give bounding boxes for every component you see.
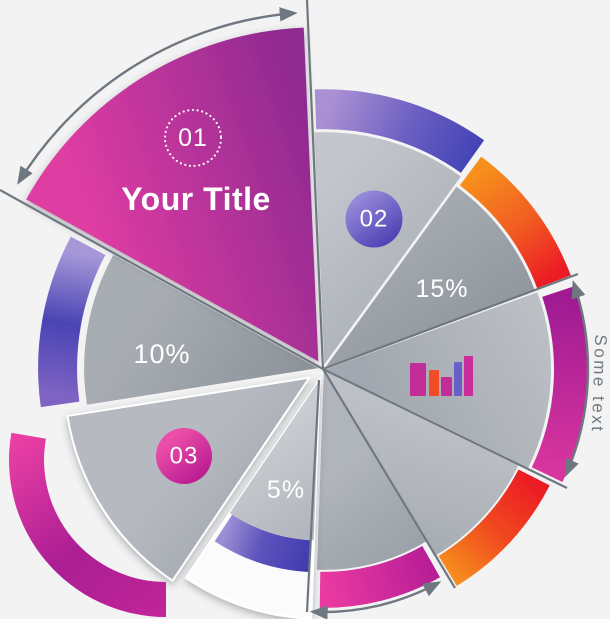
arrow-bottom	[309, 581, 442, 619]
slice-15-percent	[325, 186, 535, 368]
divider-line-lower-right	[322, 368, 568, 489]
band-15-percent	[459, 156, 571, 289]
bar-chart-icon-bar-3	[441, 377, 452, 396]
badge-01-circle	[163, 108, 223, 168]
divider-line-bottom	[305, 379, 321, 613]
divider-line-top	[305, 0, 325, 370]
divider-line-left	[0, 189, 324, 370]
bar-chart-icon-bar-4	[454, 362, 462, 396]
label-5-percent: 5%	[267, 476, 305, 504]
labels: Your Title 15% 10% 5% Some text	[121, 181, 610, 504]
band-03	[9, 432, 167, 617]
bar-chart-icon	[410, 356, 473, 396]
slice-f	[316, 371, 426, 570]
bar-chart-icon-bar-2	[429, 370, 439, 396]
band-e	[438, 469, 550, 586]
slices-and-bands	[9, 27, 589, 619]
label-some-text: Some text	[588, 334, 610, 434]
arrows	[17, 7, 590, 619]
slice-5-percent	[229, 380, 320, 541]
slice-e	[325, 371, 519, 556]
divider-lines	[0, 0, 579, 613]
label-title: Your Title	[121, 181, 271, 217]
band-5-percent	[214, 514, 311, 573]
band-02	[314, 89, 485, 173]
arrow-right	[564, 280, 590, 478]
arrow-top-left	[17, 7, 298, 185]
badge-03-circle	[156, 428, 212, 484]
divider-line-bottom-right	[322, 368, 456, 589]
label-10-percent: 10%	[133, 339, 190, 369]
divider-line-upper-right	[322, 272, 579, 371]
band-10-percent	[38, 236, 106, 408]
slice-02	[314, 132, 461, 365]
slice-10-percent	[84, 254, 319, 405]
bar-chart-icon-bar-5	[464, 356, 473, 396]
badges: 01 02 03	[156, 108, 403, 484]
badge-02-text: 02	[360, 206, 389, 233]
badge-01-text: 01	[178, 124, 208, 152]
badge-03-text: 03	[170, 443, 199, 470]
badge-02-circle	[345, 190, 403, 248]
bar-chart-icon-bar-1	[410, 363, 426, 396]
label-15-percent: 15%	[415, 275, 468, 303]
